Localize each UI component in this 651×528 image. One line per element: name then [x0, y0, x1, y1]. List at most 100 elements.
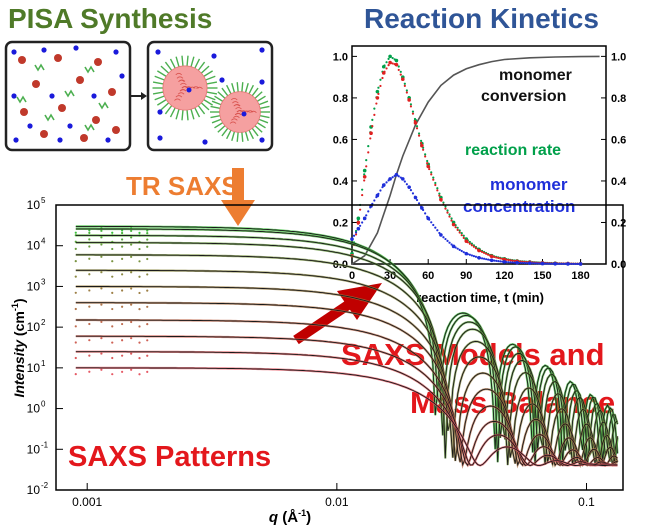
- kinetics-x-tick-label: 60: [422, 270, 434, 282]
- data-point-rate_red: [458, 231, 461, 234]
- blue-dot: [41, 47, 47, 53]
- monomer-dot: [80, 134, 88, 142]
- data-point-concentration: [521, 261, 524, 265]
- data-point-concentration: [533, 262, 536, 265]
- saxs-data-point: [100, 229, 103, 232]
- saxs-data-point: [121, 245, 124, 248]
- data-point-rate_red: [507, 258, 510, 262]
- saxs-data-point: [130, 271, 133, 274]
- data-point-concentration: [409, 188, 413, 192]
- data-point-concentration: [444, 237, 447, 241]
- data-point-rate_red: [503, 258, 506, 261]
- data-point-concentration: [566, 262, 569, 265]
- data-point-rate: [393, 58, 396, 61]
- saxs-data-point: [111, 356, 114, 360]
- saxs-data-point: [100, 352, 103, 355]
- data-point-rate: [363, 173, 366, 176]
- pisa-synthesis-heading: PISA Synthesis: [8, 3, 212, 34]
- saxs-data-point: [121, 257, 124, 260]
- data-point-rate_red: [375, 102, 378, 105]
- data-point-concentration: [570, 262, 573, 266]
- data-point-rate_red: [381, 76, 384, 80]
- data-point-concentration: [495, 259, 498, 262]
- saxs-data-point: [100, 303, 103, 306]
- saxs-model-fit: [75, 286, 618, 467]
- data-point-concentration: [554, 262, 557, 265]
- saxs-data-point: [146, 305, 149, 308]
- data-point-concentration: [499, 260, 502, 263]
- data-point-rate_red: [462, 236, 465, 239]
- data-point-rate: [462, 234, 465, 237]
- stabilizer-chain-icon: [84, 123, 95, 132]
- saxs-data-point: [74, 247, 77, 250]
- saxs-data-point: [146, 238, 149, 241]
- saxs-data-point: [88, 354, 91, 357]
- micelle-icon: [210, 82, 270, 142]
- data-point-rate_red: [420, 143, 424, 148]
- data-point-rate_red: [391, 62, 394, 65]
- data-point-rate: [464, 237, 467, 240]
- kinetics-y2-tick-label: 0.6: [611, 134, 626, 146]
- data-point-concentration: [462, 251, 465, 254]
- data-point-rate_red: [389, 61, 392, 64]
- kinetics-y-tick-label: 0.8: [333, 93, 348, 105]
- data-point-rate: [373, 107, 376, 110]
- saxs-x-tick-label: 0.1: [578, 495, 595, 509]
- nanoparticle-contents: [152, 47, 270, 145]
- data-point-concentration: [350, 237, 354, 241]
- data-point-concentration: [517, 261, 520, 264]
- data-point-rate_red: [434, 183, 437, 187]
- saxs-data-point: [88, 370, 91, 373]
- data-point-concentration: [417, 202, 421, 205]
- data-point-concentration: [572, 262, 575, 266]
- data-point-rate_red: [430, 173, 433, 176]
- saxs-data-point: [138, 247, 141, 251]
- blue-dot: [155, 49, 161, 55]
- saxs-data-point: [88, 305, 91, 308]
- saxs-data-point: [121, 322, 124, 326]
- data-point-concentration: [430, 221, 433, 224]
- data-point-rate: [468, 240, 471, 244]
- data-point-concentration: [509, 261, 512, 264]
- data-point-rate: [375, 89, 380, 94]
- blue-dot: [259, 137, 265, 143]
- data-point-concentration: [487, 258, 490, 261]
- saxs-data-point: [138, 291, 141, 295]
- data-point-rate: [460, 232, 463, 235]
- data-point-concentration: [424, 212, 427, 215]
- stabilizer-chain-icon: [44, 113, 55, 122]
- saxs-data-point: [111, 325, 114, 328]
- data-point-concentration: [354, 231, 358, 234]
- data-point-rate_red: [359, 208, 362, 211]
- data-point-concentration: [440, 234, 443, 237]
- saxs-data-point: [74, 231, 77, 234]
- data-point-rate: [377, 86, 380, 89]
- data-point-concentration: [497, 260, 500, 263]
- saxs-data-point: [100, 368, 103, 371]
- data-point-rate_red: [446, 211, 449, 214]
- data-point-rate_red: [393, 63, 396, 66]
- data-point-rate_red: [482, 251, 486, 254]
- data-point-rate_red: [438, 194, 441, 197]
- data-point-concentration: [560, 262, 563, 265]
- saxs-data-point: [100, 320, 103, 324]
- saxs-y-tick-label: 10: [27, 279, 41, 293]
- data-point-rate_red: [365, 165, 368, 168]
- saxs-model-fit: [75, 254, 618, 466]
- data-point-concentration: [531, 262, 534, 265]
- saxs-data-point: [111, 247, 114, 251]
- data-point-rate_red: [405, 91, 408, 94]
- data-point-concentration: [468, 253, 471, 256]
- tr-saxs-heading: TR SAXS: [126, 171, 239, 201]
- series-line-conversion: [351, 55, 600, 265]
- annotation-conversion-line1: monomer: [499, 67, 572, 84]
- micelle-icon: [152, 55, 218, 121]
- data-point-rate: [444, 205, 447, 208]
- data-point-concentration: [432, 223, 435, 227]
- data-point-rate: [405, 89, 408, 92]
- data-point-rate_red: [464, 239, 467, 242]
- saxs-data-point: [146, 245, 149, 248]
- data-point-concentration: [491, 259, 494, 262]
- data-point-rate: [434, 181, 437, 185]
- stabilizer-chain-icon: [84, 65, 95, 74]
